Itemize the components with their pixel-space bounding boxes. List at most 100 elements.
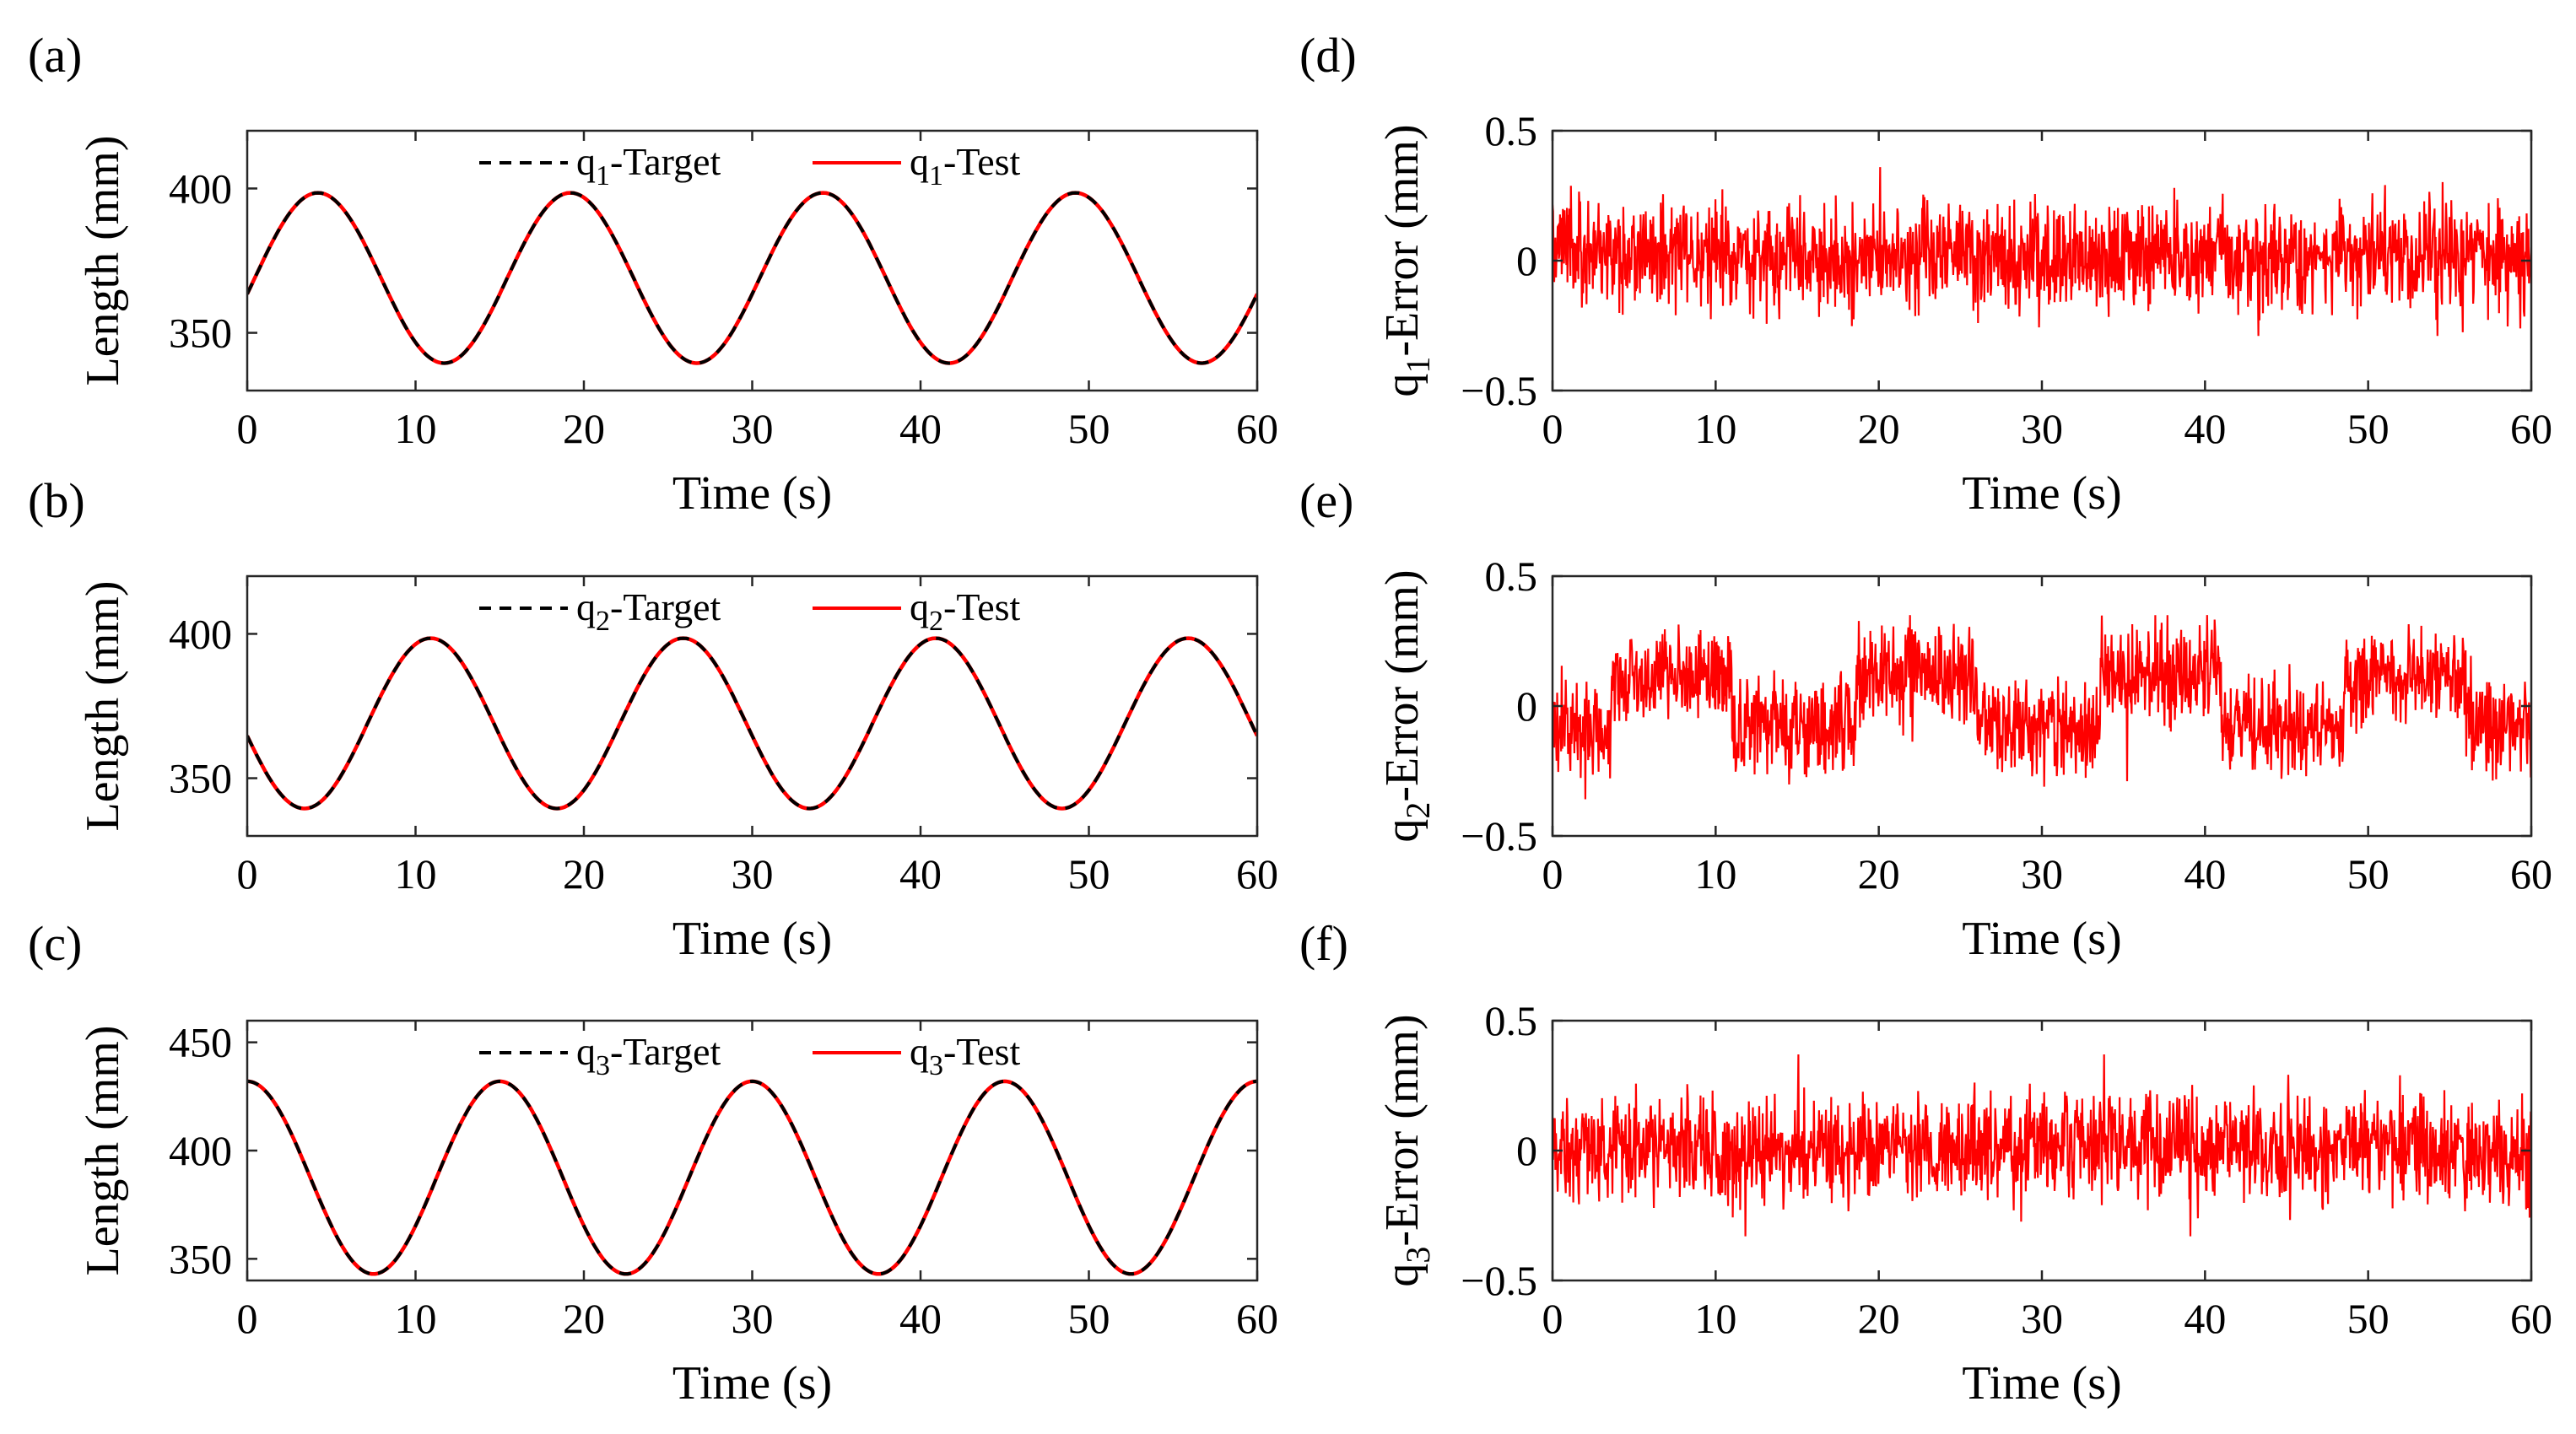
x-tick-label: 20 <box>563 405 605 452</box>
panel-label: (e) <box>1299 473 1353 528</box>
y-tick-label: 0 <box>1516 682 1537 730</box>
legend-entry-target: q1-Target <box>479 140 721 191</box>
y-tick-label: 350 <box>169 1235 232 1282</box>
x-tick-label: 10 <box>1694 850 1736 898</box>
x-tick-label: 30 <box>2021 405 2063 452</box>
x-tick-label: 40 <box>2184 1295 2226 1342</box>
legend-entry-test: q1-Test <box>813 140 1021 191</box>
axes-frame <box>246 574 1259 838</box>
x-tick-label: 60 <box>2510 405 2552 452</box>
y-tick-label: −0.5 <box>1461 1257 1537 1304</box>
x-tick-label: 60 <box>2510 1295 2552 1342</box>
x-tick-label: 30 <box>732 1295 774 1342</box>
y-tick-label: 350 <box>169 310 232 357</box>
y-axis-label: q1-Error (mm) <box>1376 124 1437 396</box>
x-tick-label: 10 <box>1694 1295 1736 1342</box>
y-tick-label: 400 <box>169 1127 232 1174</box>
legend-label: q2-Target <box>576 585 721 637</box>
x-tick-label: 0 <box>237 405 258 452</box>
panel-label: (a) <box>28 28 82 83</box>
x-axis-label: Time (s) <box>672 467 832 520</box>
x-axis-label: Time (s) <box>1962 913 2121 965</box>
legend-label: q2-Test <box>910 585 1021 637</box>
x-tick-label: 30 <box>2021 850 2063 898</box>
legend-label: q3-Target <box>576 1030 721 1081</box>
x-axis-label: Time (s) <box>1962 1357 2121 1410</box>
series-error-line <box>1553 615 2531 800</box>
x-tick-label: 50 <box>2347 1295 2390 1342</box>
series-group <box>247 1079 1257 1276</box>
series-group <box>247 636 1257 811</box>
x-tick-label: 20 <box>1858 850 1900 898</box>
series-test-line <box>247 1079 1257 1276</box>
x-tick-label: 30 <box>732 850 774 898</box>
x-tick-label: 50 <box>1068 405 1110 452</box>
legend-label: q3-Test <box>910 1030 1021 1081</box>
x-tick-label: 20 <box>563 850 605 898</box>
y-tick-label: 0.5 <box>1485 997 1538 1044</box>
y-tick-label: −0.5 <box>1461 812 1537 860</box>
x-tick-label: 20 <box>1858 1295 1900 1342</box>
series-group <box>1553 615 2531 800</box>
y-axis-label: q3-Error (mm) <box>1376 1014 1437 1286</box>
x-tick-label: 10 <box>395 850 437 898</box>
x-tick-label: 0 <box>1542 405 1563 452</box>
x-axis-label: Time (s) <box>672 1357 832 1410</box>
x-tick-label: 20 <box>563 1295 605 1342</box>
x-tick-label: 60 <box>1236 1295 1278 1342</box>
panel-a: (a) 0 10 20 30 40 50 60 350 400 Time (s) Length (mm… <box>28 28 1278 520</box>
x-tick-label: 60 <box>1236 405 1278 452</box>
x-axis-label: Time (s) <box>1962 467 2121 520</box>
series-group <box>247 191 1257 365</box>
x-tick-label: 40 <box>2184 405 2226 452</box>
series-group <box>1553 1054 2531 1237</box>
series-target-line <box>247 191 1257 365</box>
y-tick-label: 400 <box>169 610 232 657</box>
legend-entry-target: q2-Target <box>479 585 721 637</box>
x-tick-label: 50 <box>1068 1295 1110 1342</box>
series-target-line <box>247 636 1257 811</box>
x-tick-label: 50 <box>1068 850 1110 898</box>
axes-frame <box>246 129 1259 392</box>
legend-entry-test: q2-Test <box>813 585 1021 637</box>
y-tick-label: 400 <box>169 164 232 212</box>
x-tick-label: 40 <box>899 850 942 898</box>
x-tick-label: 30 <box>2021 1295 2063 1342</box>
legend-entry-target: q3-Target <box>479 1030 721 1081</box>
panel-label: (f) <box>1299 916 1348 971</box>
x-tick-label: 10 <box>1694 405 1736 452</box>
y-axis-label: q2-Error (mm) <box>1376 569 1437 842</box>
series-error-line <box>1553 1054 2531 1237</box>
panel-c: (c) 0 10 20 30 40 50 60 350 400 450 Time (s) Length … <box>28 916 1278 1410</box>
series-target-line <box>247 1079 1257 1276</box>
y-tick-label: 0 <box>1516 1127 1537 1174</box>
series-error-line <box>1553 167 2531 337</box>
y-tick-label: −0.5 <box>1461 367 1537 414</box>
x-tick-label: 40 <box>2184 850 2226 898</box>
legend-label: q1-Test <box>910 140 1021 191</box>
x-tick-label: 20 <box>1858 405 1900 452</box>
panel-b: (b) 0 10 20 30 40 50 60 350 400 Time (s) Length (mm… <box>28 473 1278 965</box>
y-tick-label: 450 <box>169 1019 232 1066</box>
x-tick-label: 0 <box>1542 1295 1563 1342</box>
x-tick-label: 60 <box>1236 850 1278 898</box>
x-tick-label: 40 <box>899 405 942 452</box>
x-tick-label: 0 <box>1542 850 1563 898</box>
y-tick-label: 350 <box>169 755 232 802</box>
y-tick-label: 0.5 <box>1485 553 1538 600</box>
x-tick-label: 50 <box>2347 405 2390 452</box>
legend-entry-test: q3-Test <box>813 1030 1021 1081</box>
y-axis-label: Length (mm) <box>77 1025 129 1275</box>
legend-label: q1-Target <box>576 140 721 191</box>
panel-label: (b) <box>28 473 85 528</box>
panel-label: (d) <box>1299 28 1357 83</box>
x-tick-label: 50 <box>2347 850 2390 898</box>
panel-label: (c) <box>28 916 82 971</box>
x-tick-label: 40 <box>899 1295 942 1342</box>
y-tick-label: 0 <box>1516 237 1537 284</box>
x-tick-label: 10 <box>395 405 437 452</box>
y-axis-label: Length (mm) <box>77 135 129 385</box>
